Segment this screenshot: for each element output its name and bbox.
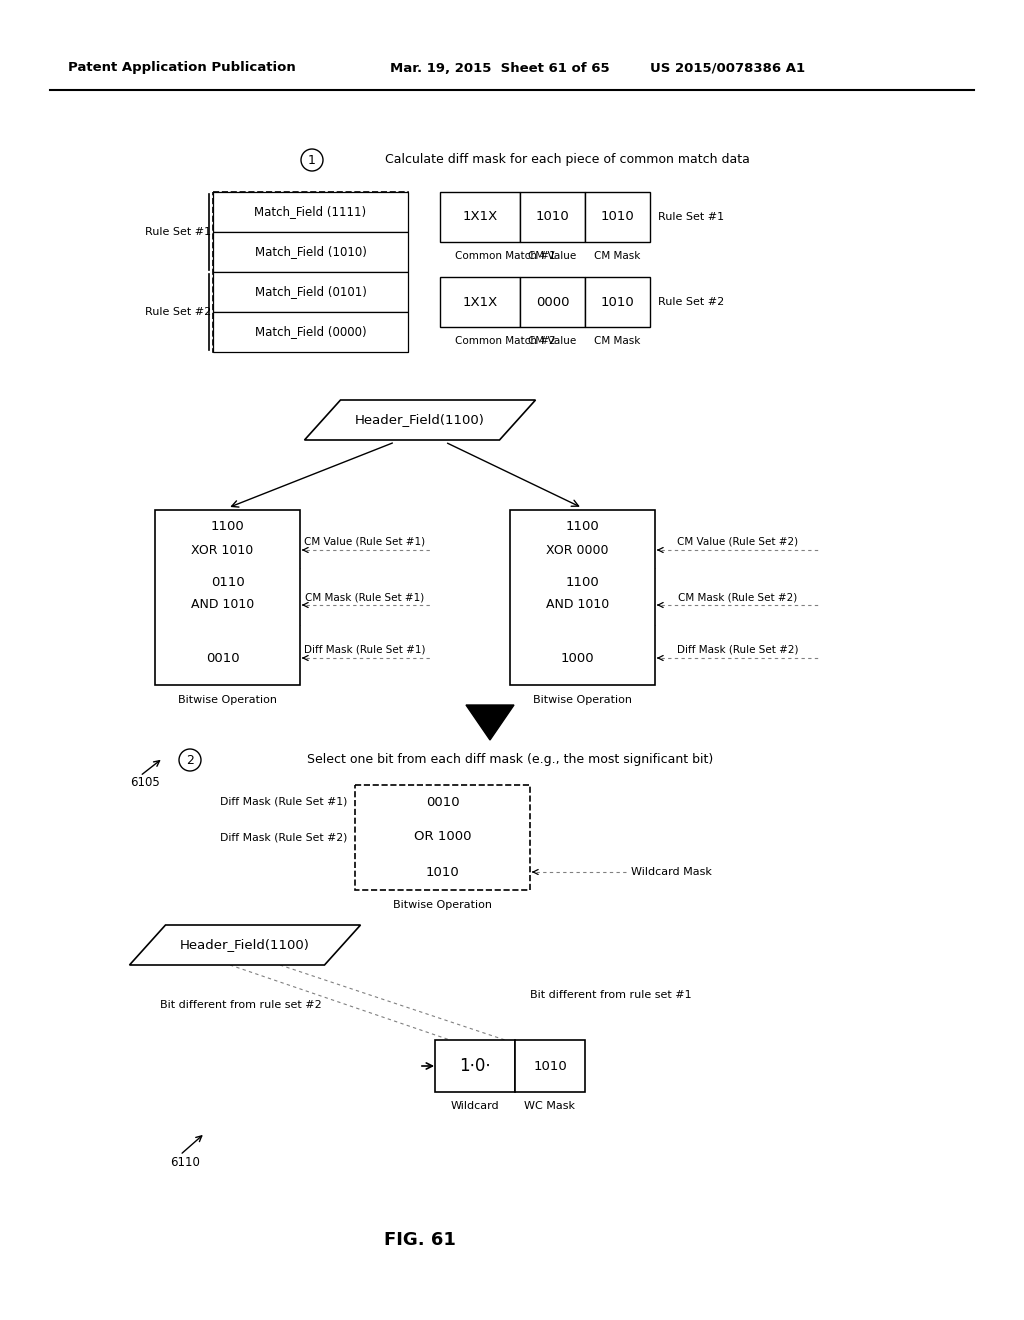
Text: Diff Mask (Rule Set #2): Diff Mask (Rule Set #2) <box>677 645 799 655</box>
Text: Calculate diff mask for each piece of common match data: Calculate diff mask for each piece of co… <box>385 153 750 166</box>
Text: CM Mask: CM Mask <box>594 251 641 261</box>
Text: Bit different from rule set #1: Bit different from rule set #1 <box>530 990 691 1001</box>
Text: XOR 1010: XOR 1010 <box>191 544 254 557</box>
Bar <box>520 277 585 327</box>
Text: 1010: 1010 <box>601 296 635 309</box>
Text: Diff Mask (Rule Set #2): Diff Mask (Rule Set #2) <box>219 832 347 842</box>
Text: CM Mask (Rule Set #1): CM Mask (Rule Set #1) <box>305 591 425 602</box>
Text: CM Mask: CM Mask <box>594 337 641 346</box>
Bar <box>585 191 650 242</box>
Text: 1000: 1000 <box>561 652 594 664</box>
Text: 1010: 1010 <box>536 210 569 223</box>
Text: Bitwise Operation: Bitwise Operation <box>178 696 278 705</box>
Text: AND 1010: AND 1010 <box>546 598 609 611</box>
Text: XOR 0000: XOR 0000 <box>546 544 608 557</box>
Text: Match_Field (0101): Match_Field (0101) <box>255 285 367 298</box>
Text: Match_Field (0000): Match_Field (0000) <box>255 326 367 338</box>
Polygon shape <box>466 705 514 741</box>
Text: Wildcard Mask: Wildcard Mask <box>631 867 712 876</box>
Text: 0010: 0010 <box>426 796 460 808</box>
Text: 1100: 1100 <box>565 520 599 533</box>
Text: 6105: 6105 <box>130 776 160 788</box>
Text: Rule Set #2: Rule Set #2 <box>145 308 211 317</box>
Bar <box>520 191 585 242</box>
Bar <box>213 232 408 272</box>
Bar <box>515 1040 585 1092</box>
Text: CM Value: CM Value <box>528 337 577 346</box>
Bar <box>213 191 408 352</box>
Text: Select one bit from each diff mask (e.g., the most significant bit): Select one bit from each diff mask (e.g.… <box>307 754 713 767</box>
Text: CM Value (Rule Set #2): CM Value (Rule Set #2) <box>677 537 798 546</box>
Bar <box>213 272 408 312</box>
Text: Diff Mask (Rule Set #1): Diff Mask (Rule Set #1) <box>219 797 347 807</box>
Text: 1⋅0⋅: 1⋅0⋅ <box>459 1057 490 1074</box>
Text: 0000: 0000 <box>536 296 569 309</box>
Text: Header_Field(1100): Header_Field(1100) <box>180 939 310 952</box>
Text: CM Value (Rule Set #1): CM Value (Rule Set #1) <box>304 537 426 546</box>
Polygon shape <box>129 925 360 965</box>
Text: Header_Field(1100): Header_Field(1100) <box>355 413 485 426</box>
Bar <box>435 1040 515 1092</box>
Bar <box>213 191 408 232</box>
Text: 6110: 6110 <box>170 1155 200 1168</box>
Bar <box>585 277 650 327</box>
Text: 2: 2 <box>186 754 194 767</box>
Text: Bitwise Operation: Bitwise Operation <box>393 900 492 909</box>
Text: 1X1X: 1X1X <box>463 210 498 223</box>
Text: 1010: 1010 <box>534 1060 567 1072</box>
Text: Match_Field (1010): Match_Field (1010) <box>255 246 367 259</box>
Text: AND 1010: AND 1010 <box>190 598 254 611</box>
Text: Rule Set #1: Rule Set #1 <box>145 227 211 238</box>
Text: US 2015/0078386 A1: US 2015/0078386 A1 <box>650 62 805 74</box>
Text: Mar. 19, 2015  Sheet 61 of 65: Mar. 19, 2015 Sheet 61 of 65 <box>390 62 609 74</box>
Bar <box>510 510 655 685</box>
Text: Common Match #1: Common Match #1 <box>455 251 556 261</box>
Text: 1100: 1100 <box>211 520 245 533</box>
Polygon shape <box>304 400 536 440</box>
Text: Wildcard: Wildcard <box>451 1101 500 1111</box>
Text: Diff Mask (Rule Set #1): Diff Mask (Rule Set #1) <box>304 645 426 655</box>
Text: Rule Set #2: Rule Set #2 <box>658 297 724 308</box>
Text: Patent Application Publication: Patent Application Publication <box>68 62 296 74</box>
Text: Match_Field (1111): Match_Field (1111) <box>254 206 367 219</box>
Text: CM Value: CM Value <box>528 251 577 261</box>
Text: Bit different from rule set #2: Bit different from rule set #2 <box>160 1001 322 1010</box>
Bar <box>213 312 408 352</box>
Text: 0010: 0010 <box>206 652 240 664</box>
Text: 1010: 1010 <box>426 866 460 879</box>
Bar <box>440 191 520 242</box>
Text: Rule Set #1: Rule Set #1 <box>658 213 724 222</box>
Text: CM Mask (Rule Set #2): CM Mask (Rule Set #2) <box>678 591 797 602</box>
Text: 1010: 1010 <box>601 210 635 223</box>
Text: 0110: 0110 <box>211 576 245 589</box>
Bar <box>355 785 530 890</box>
Text: Common Match #2: Common Match #2 <box>455 337 556 346</box>
Bar <box>155 510 300 685</box>
Text: WC Mask: WC Mask <box>524 1101 575 1111</box>
Text: 1X1X: 1X1X <box>463 296 498 309</box>
Bar <box>440 277 520 327</box>
Text: OR 1000: OR 1000 <box>414 830 471 843</box>
Text: 1100: 1100 <box>565 576 599 589</box>
Text: Bitwise Operation: Bitwise Operation <box>534 696 632 705</box>
Text: FIG. 61: FIG. 61 <box>384 1232 456 1249</box>
Text: 1: 1 <box>308 153 316 166</box>
